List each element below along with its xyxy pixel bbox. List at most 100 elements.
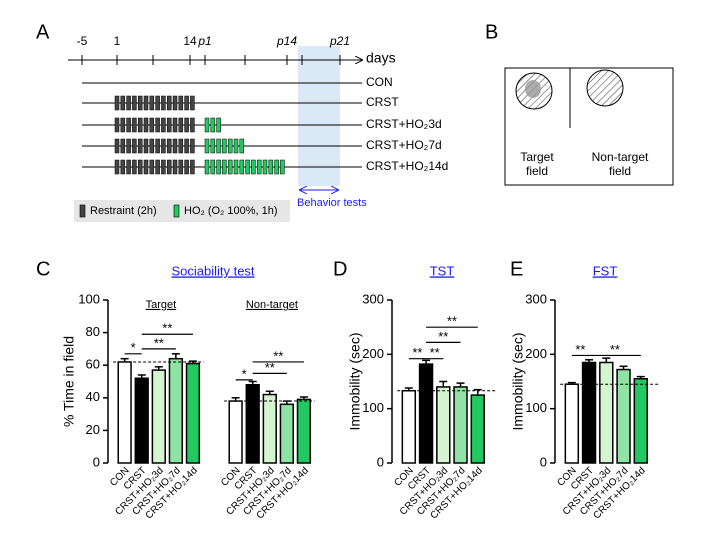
behavior-label: Behavior tests xyxy=(297,197,367,209)
empty-cage xyxy=(586,69,624,107)
y-tick-label: 0 xyxy=(540,454,547,469)
restraint-block xyxy=(132,138,137,154)
restraint-block xyxy=(143,159,149,175)
panel-letter: D xyxy=(333,258,347,280)
bar xyxy=(279,403,294,464)
bar xyxy=(151,369,166,464)
ho2-block xyxy=(216,138,221,154)
restraint-block xyxy=(120,117,126,133)
restraint-block xyxy=(166,95,172,111)
restraint-block xyxy=(161,117,166,133)
restraint-block xyxy=(161,159,166,175)
legend-swatch xyxy=(173,204,180,218)
restraint-block xyxy=(184,95,189,111)
restraint-block xyxy=(184,138,189,154)
restraint-block xyxy=(155,117,160,133)
restraint-block xyxy=(190,95,195,111)
timeline-label: 14 xyxy=(183,34,197,48)
restraint-block xyxy=(166,138,172,154)
restraint-block xyxy=(172,159,178,175)
ho2-block xyxy=(268,159,274,175)
significance-label: ** xyxy=(412,345,422,360)
row-label: CRST xyxy=(366,95,399,109)
ho2-block xyxy=(239,138,245,154)
restraint-block xyxy=(137,95,143,111)
significance-label: ** xyxy=(438,329,448,344)
significance-label: ** xyxy=(447,314,457,329)
bar xyxy=(436,386,451,464)
restraint-block xyxy=(114,95,120,111)
timeline-label: p21 xyxy=(329,34,350,48)
restraint-block xyxy=(166,117,172,133)
restraint-block xyxy=(137,138,143,154)
y-tick-label: 100 xyxy=(78,291,100,306)
timeline-label: p1 xyxy=(197,34,211,48)
restraint-block xyxy=(190,117,195,133)
y-tick-label: 300 xyxy=(362,291,384,306)
restraint-block xyxy=(149,138,155,154)
mouse xyxy=(525,80,541,98)
restraint-block xyxy=(155,95,160,111)
bar xyxy=(564,383,580,464)
timeline-label: -5 xyxy=(77,34,88,48)
ho2-block xyxy=(227,138,233,154)
bar xyxy=(633,378,648,464)
ho2-block xyxy=(239,159,245,175)
bar xyxy=(117,361,132,464)
ho2-block xyxy=(280,159,285,175)
restraint-block xyxy=(143,95,149,111)
significance-label: ** xyxy=(265,360,275,375)
restraint-block xyxy=(155,159,160,175)
restraint-block xyxy=(114,159,120,175)
restraint-block xyxy=(114,117,120,133)
restraint-block xyxy=(149,95,155,111)
restraint-block xyxy=(143,138,149,154)
chart-title: TST xyxy=(430,263,455,278)
field-label: Non-target xyxy=(592,150,649,164)
ho2-block xyxy=(227,159,233,175)
ho2-block xyxy=(256,159,262,175)
restraint-block xyxy=(132,95,137,111)
row-label: CON xyxy=(366,75,393,89)
y-tick-label: 200 xyxy=(362,346,384,361)
group-label: Non-target xyxy=(246,299,298,311)
panel-letter: E xyxy=(510,258,523,280)
y-axis-label: Immobility (sec) xyxy=(347,332,363,430)
restraint-block xyxy=(161,138,166,154)
y-tick-label: 0 xyxy=(93,454,100,469)
bar xyxy=(228,400,243,464)
restraint-block xyxy=(166,159,172,175)
legend-label: HO₂ (O₂ 100%, 1h) xyxy=(184,205,278,217)
ho2-block xyxy=(222,159,227,175)
significance-label: ** xyxy=(154,335,164,350)
field-label: field xyxy=(609,164,631,178)
chart-title: FST xyxy=(593,263,618,278)
restraint-block xyxy=(178,159,184,175)
restraint-block xyxy=(143,117,149,133)
row-label: CRST+HO₂3d xyxy=(366,117,442,131)
y-axis-label: % Time in field xyxy=(61,336,77,427)
bar xyxy=(418,363,434,464)
field-label: Target xyxy=(520,150,554,164)
bar xyxy=(168,357,184,464)
bar xyxy=(262,393,277,464)
ho2-block xyxy=(216,159,221,175)
row-label: CRST+HO₂7d xyxy=(366,138,442,152)
bar xyxy=(245,384,260,464)
restraint-block xyxy=(172,95,178,111)
bar xyxy=(453,386,468,464)
y-tick-label: 80 xyxy=(86,324,100,339)
ho2-block xyxy=(233,138,239,154)
ho2-block xyxy=(233,159,239,175)
field-label: field xyxy=(526,164,548,178)
restraint-block xyxy=(178,138,184,154)
axis-label: days xyxy=(366,50,396,66)
ho2-block xyxy=(210,138,216,154)
restraint-block xyxy=(120,95,126,111)
significance-label: * xyxy=(131,340,136,355)
row-label: CRST+HO₂14d xyxy=(366,159,448,173)
panel-letter: C xyxy=(36,258,50,280)
restraint-block xyxy=(190,159,195,175)
ho2-block xyxy=(204,138,210,154)
ho2-block xyxy=(216,117,221,133)
